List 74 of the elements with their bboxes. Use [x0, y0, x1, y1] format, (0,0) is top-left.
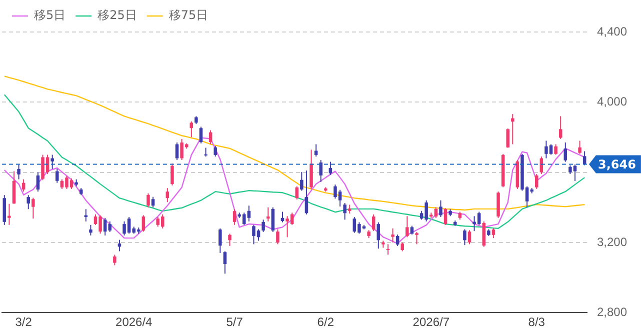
candlestick	[506, 128, 510, 148]
candlestick	[204, 147, 208, 158]
x-tick-label: 5/7	[226, 315, 244, 330]
candlestick	[142, 214, 146, 232]
y-tick-label: 4,400	[596, 24, 628, 38]
candlestick	[2, 194, 6, 226]
candlestick	[492, 228, 496, 239]
candlestick	[22, 178, 26, 192]
x-tick-label: 6/2	[317, 315, 334, 330]
candlestick	[199, 126, 203, 144]
candlestick	[319, 160, 322, 182]
y-tick-label: 3,200	[596, 234, 628, 249]
candlestick	[444, 208, 448, 226]
x-tick-label: 2026/7	[412, 315, 450, 330]
candlestick	[175, 142, 179, 161]
candlestick	[376, 222, 380, 250]
candlestick	[558, 116, 562, 140]
candlestick	[232, 208, 236, 226]
candlestick	[17, 164, 20, 180]
y-tick-label: 2,800	[596, 304, 628, 319]
candlestick	[310, 149, 313, 190]
y-tick-label: 4,000	[596, 94, 628, 108]
candlestick	[108, 220, 112, 232]
legend-label: 移25日	[98, 8, 137, 22]
candlestick	[276, 228, 280, 245]
candlestick	[12, 170, 16, 204]
candlestick	[151, 196, 155, 208]
candlestick	[463, 228, 466, 246]
candlestick	[406, 216, 409, 238]
candlestick	[554, 144, 558, 156]
candlestick	[328, 161, 332, 176]
candlestick	[36, 172, 40, 192]
candlestick	[300, 171, 304, 192]
candlestick	[146, 192, 150, 208]
candlestick	[8, 203, 11, 226]
candlestick	[314, 144, 318, 158]
candlestick	[304, 170, 308, 215]
candlestick	[32, 197, 35, 220]
x-tick-label: 2026/4	[116, 315, 153, 330]
candlestick	[511, 114, 514, 145]
candlestick	[113, 254, 116, 266]
candlestick	[343, 202, 346, 220]
candlestick	[391, 228, 394, 243]
candlestick	[295, 186, 299, 200]
candlestick	[103, 217, 107, 236]
candlestick	[578, 140, 582, 154]
candlestick	[218, 228, 222, 254]
candlestick	[564, 142, 568, 162]
candlestick	[223, 250, 227, 274]
candlestick	[386, 244, 390, 256]
x-tick-label: 3/2	[15, 315, 32, 330]
candlestick	[56, 168, 59, 184]
candlestick	[26, 194, 30, 210]
candlestick	[190, 120, 194, 138]
candlestick	[228, 233, 232, 246]
legend-label: 移75日	[168, 8, 208, 22]
candlestick	[534, 174, 538, 190]
candlestick	[170, 163, 174, 186]
candlestick	[496, 191, 500, 218]
candlestick	[439, 200, 442, 218]
legend-label: 移5日	[34, 8, 66, 22]
candlestick	[396, 234, 400, 246]
ref-line-label: 3,646	[598, 157, 636, 172]
candlestick	[372, 214, 376, 232]
x-tick-label: 8/3	[528, 315, 546, 330]
candlestick	[166, 188, 170, 203]
candlestick	[214, 145, 217, 158]
candlestick	[415, 231, 418, 245]
candlestick	[482, 220, 486, 248]
candlestick	[89, 224, 92, 236]
candlestick	[262, 219, 265, 232]
candlestick	[468, 230, 472, 245]
candlestick	[50, 154, 54, 170]
candlestick	[271, 206, 275, 232]
